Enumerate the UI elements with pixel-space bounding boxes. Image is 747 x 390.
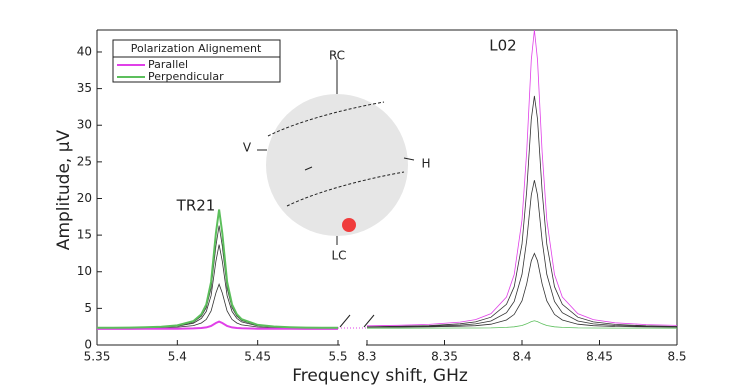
peak-annotation: L02: [489, 37, 516, 55]
y-tick-label: 20: [77, 191, 92, 205]
state-marker: [342, 218, 356, 232]
y-tick-label: 35: [77, 81, 92, 95]
series-line: [366, 180, 678, 328]
inset-axis: [403, 157, 415, 161]
axis-break: [363, 314, 375, 328]
y-tick-label: 25: [77, 154, 92, 168]
trajectory: [267, 101, 385, 137]
x-tick-label: 5.35: [84, 350, 111, 364]
series-line: [96, 225, 339, 329]
trajectory: [286, 171, 405, 207]
series-line: [367, 320, 678, 329]
x-tick-label: 8.4: [512, 350, 531, 364]
inset-label: V: [243, 141, 252, 155]
inset-label: LC: [331, 249, 346, 263]
y-tick-label: 30: [77, 118, 92, 132]
legend: [112, 39, 281, 83]
sphere: [266, 94, 408, 236]
y-tick-label: 40: [77, 44, 92, 58]
inset-label: RC: [329, 49, 345, 63]
peak-annotation: TR21: [176, 197, 216, 215]
legend-label: Perpendicular: [148, 70, 224, 83]
axis-break: [339, 314, 351, 328]
inset-label: H: [421, 157, 430, 171]
series-line: [366, 95, 678, 328]
x-tick-label: 5.5: [328, 350, 347, 364]
x-tick-label: 8.3: [357, 350, 376, 364]
series-line: [366, 29, 678, 327]
x-tick-label: 8.5: [667, 350, 686, 364]
series-line: [366, 252, 678, 328]
y-tick-label: 0: [84, 338, 92, 352]
x-tick-label: 5.45: [244, 350, 271, 364]
series-line: [96, 209, 339, 329]
inset: RC V H LC: [243, 49, 431, 263]
legend-title: Polarization Alignement: [131, 42, 262, 55]
y-tick-label: 10: [77, 264, 92, 278]
y-tick-label: 5: [84, 301, 92, 315]
trajectory: [304, 166, 313, 171]
series-line: [96, 244, 339, 329]
x-tick-label: 5.4: [168, 350, 187, 364]
legend-label: Parallel: [148, 58, 188, 71]
x-tick-label: 8.45: [586, 350, 613, 364]
x-axis-label: Frequency shift, GHz: [292, 366, 468, 386]
x-tick-label: 8.35: [431, 350, 458, 364]
series-line: [97, 320, 338, 330]
y-axis-label: Amplitude, μV: [54, 129, 74, 250]
y-tick-label: 15: [77, 228, 92, 242]
